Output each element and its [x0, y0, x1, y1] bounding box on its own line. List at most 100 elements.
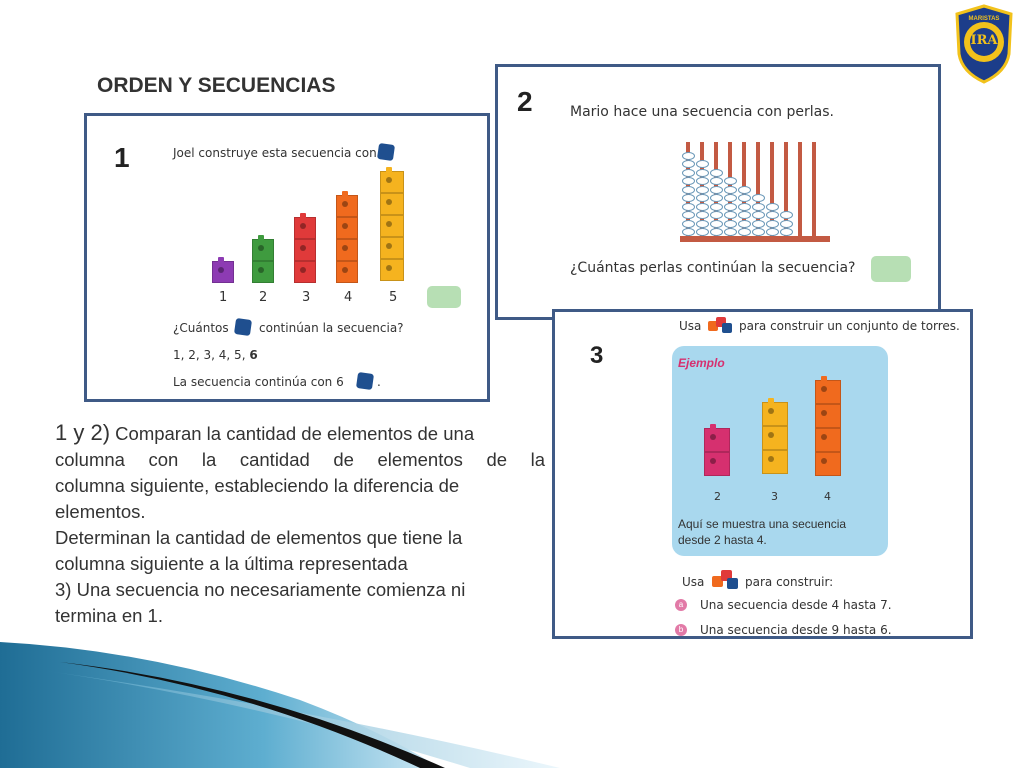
- pearl-bead: [696, 202, 709, 211]
- blue-cube-icon: [233, 317, 253, 337]
- pearl-bead: [710, 177, 723, 185]
- answer-box: [871, 256, 911, 282]
- pearl-bead: [696, 185, 709, 194]
- pearl-bead: [696, 219, 709, 228]
- p1-line-3: columna siguiente, estableciendo la dife…: [55, 475, 460, 496]
- panel-3-top-suffix: para construir un conjunto de torres.: [739, 319, 960, 333]
- p1-text-1: Comparan la cantidad de elementos de una: [110, 423, 475, 444]
- pearl-bead: [696, 177, 709, 185]
- pearl-bead: [710, 194, 723, 202]
- example-caption-line-2: desde 2 hasta 4.: [678, 533, 767, 547]
- pearl-bead: [696, 194, 709, 202]
- item-b-text: Una secuencia desde 9 hasta 6.: [700, 623, 892, 637]
- pearl-bead: [710, 168, 723, 177]
- page-title: ORDEN Y SECUENCIAS: [97, 74, 336, 97]
- abacus: [680, 137, 830, 247]
- pearl-bead: [752, 202, 765, 211]
- pearl-bead: [738, 211, 751, 219]
- panel-1-towers: [87, 116, 487, 316]
- pearl-bead: [766, 219, 779, 228]
- example-caption-line-1: Aquí se muestra una secuencia: [678, 517, 847, 531]
- tower-label-5: 5: [389, 290, 398, 305]
- example-label-2: 2: [714, 490, 721, 503]
- pearl-bead: [710, 185, 723, 194]
- pearl-bead: [682, 194, 695, 202]
- pearl-bead: [682, 151, 695, 160]
- pearl-bead: [682, 185, 695, 194]
- pearl-bead: [724, 211, 737, 219]
- pearl-bead: [682, 168, 695, 177]
- tower-label-2: 2: [259, 290, 268, 305]
- pearl-bead: [738, 228, 751, 236]
- panel-1-question-prefix: ¿Cuántos: [173, 321, 229, 335]
- pearl-bead: [752, 194, 765, 202]
- pearl-bead: [682, 177, 695, 185]
- pearl-bead: [738, 202, 751, 211]
- pearl-bead: [682, 202, 695, 211]
- pearl-bead: [696, 168, 709, 177]
- marker-b-icon: b: [675, 624, 687, 636]
- pearl-bead: [724, 202, 737, 211]
- pearl-bead: [696, 160, 709, 168]
- item-a-text: Una secuencia desde 4 hasta 7.: [700, 598, 892, 612]
- example-label-3: 3: [771, 490, 778, 503]
- pearl-bead: [752, 219, 765, 228]
- panel-3-build-prefix: Usa: [682, 575, 705, 589]
- pearl-bead: [724, 185, 737, 194]
- pearl-bead: [696, 211, 709, 219]
- panel-1-conclusion: La secuencia continúa con 6: [173, 375, 344, 389]
- shield-icon: [955, 4, 1013, 84]
- example-label-4: 4: [824, 490, 831, 503]
- pearl-bead: [766, 211, 779, 219]
- pearl-bead: [682, 211, 695, 219]
- panel-2: 2 Mario hace una secuencia con perlas. ¿…: [495, 64, 941, 320]
- tower-label-4: 4: [344, 290, 353, 305]
- pearl-bead: [682, 160, 695, 168]
- panel-2-number: 2: [517, 86, 533, 117]
- pearl-bead: [724, 219, 737, 228]
- pearl-bead: [780, 219, 793, 228]
- p1-line-2: columna con la cantidad de elementos de …: [55, 449, 545, 470]
- abacus-base: [680, 236, 830, 242]
- panel-2-question: ¿Cuántas perlas continúan la secuencia?: [570, 260, 856, 276]
- pearl-bead: [780, 228, 793, 236]
- p2-line-2: columna siguiente a la última representa…: [55, 553, 408, 574]
- example-box: Ejemplo 2 3 4 Aquí se muestra una secuen…: [672, 346, 888, 556]
- decorative-wave: [0, 640, 1024, 768]
- explanation-text: 1 y 2) Comparan la cantidad de elementos…: [55, 420, 545, 629]
- panel-1-answer-bold: 6: [249, 348, 258, 362]
- pearl-bead: [682, 219, 695, 228]
- p1-prefix: 1 y 2): [55, 420, 111, 445]
- pearl-bead: [738, 185, 751, 194]
- pearl-bead: [696, 228, 709, 236]
- panel-1-conclusion-end: .: [377, 375, 381, 389]
- p3-line-2: termina en 1.: [55, 605, 163, 626]
- pearl-bead: [724, 177, 737, 185]
- pearl-bead: [710, 211, 723, 219]
- blue-cube-icon: [355, 371, 375, 391]
- panel-1-number: 1: [114, 142, 130, 173]
- panel-1-answer-prefix: 1, 2, 3, 4, 5,: [173, 348, 250, 362]
- answer-box: [427, 286, 461, 308]
- pearl-bead: [724, 228, 737, 236]
- panel-1-question-suffix: continúan la secuencia?: [259, 321, 404, 335]
- panel-3-top-prefix: Usa: [679, 319, 702, 333]
- pearl-bead: [682, 228, 695, 236]
- pearl-bead: [780, 211, 793, 219]
- pearl-bead: [766, 228, 779, 236]
- pearl-bead: [724, 194, 737, 202]
- logo-ring-text: MARISTAS: [968, 16, 1000, 22]
- panel-1-prompt: Joel construye esta secuencia con: [173, 146, 377, 160]
- p2-line-1: Determinan la cantidad de elementos que …: [55, 527, 463, 548]
- marker-a-icon: a: [675, 599, 687, 611]
- panel-2-prompt: Mario hace una secuencia con perlas.: [570, 104, 834, 120]
- logo-center-text: IRA: [970, 33, 998, 48]
- panel-1-answer: 1, 2, 3, 4, 5, 6: [173, 348, 258, 362]
- pearl-bead: [738, 219, 751, 228]
- panel-3: Usa para construir un conjunto de torres…: [552, 309, 973, 639]
- pearl-bead: [752, 211, 765, 219]
- pearl-bead: [766, 202, 779, 211]
- pearl-bead: [710, 202, 723, 211]
- p1-line-1: 1 y 2) Comparan la cantidad de elementos…: [55, 420, 545, 447]
- panel-3-number: 3: [590, 342, 604, 369]
